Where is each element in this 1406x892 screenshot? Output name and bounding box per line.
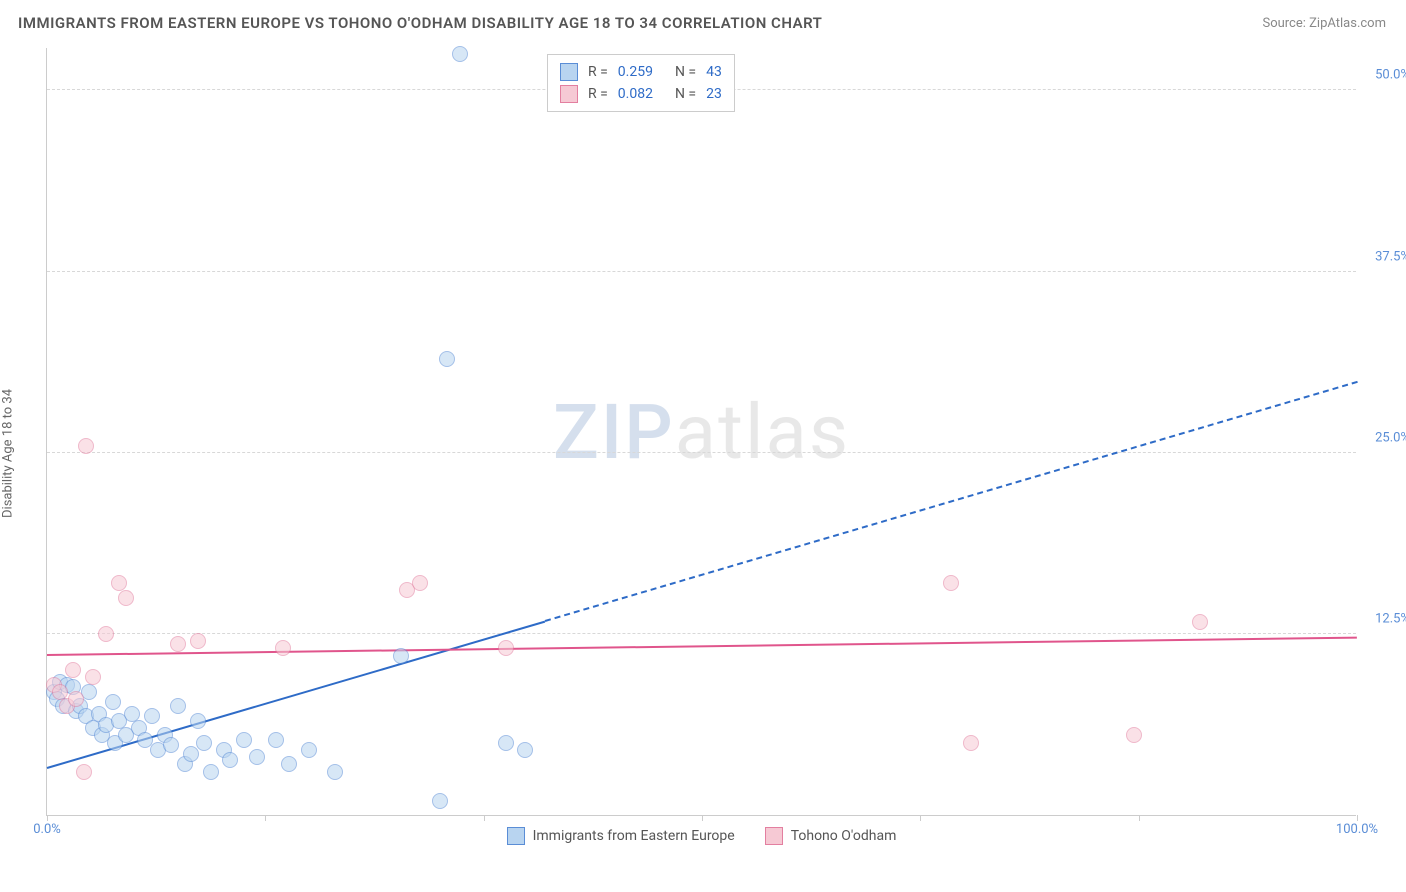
data-point [85, 669, 101, 685]
data-point [268, 732, 284, 748]
gridline [47, 271, 1356, 272]
data-point [163, 737, 179, 753]
data-point [498, 640, 514, 656]
legend-item: Immigrants from Eastern Europe [507, 827, 735, 845]
data-point [78, 438, 94, 454]
data-point [249, 749, 265, 765]
data-point [1192, 614, 1208, 630]
data-point [222, 752, 238, 768]
data-point [144, 708, 160, 724]
legend-item: Tohono O'odham [765, 827, 897, 845]
data-point [301, 742, 317, 758]
data-point [170, 636, 186, 652]
data-point [275, 640, 291, 656]
y-tick-label: 37.5% [1375, 249, 1406, 264]
data-point [517, 742, 533, 758]
correlation-legend: R = 0.259N = 43R = 0.082N = 23 [547, 54, 735, 112]
data-point [1126, 727, 1142, 743]
gridline [47, 452, 1356, 453]
x-tick-mark [1357, 815, 1358, 821]
watermark: ZIPatlas [553, 387, 850, 477]
data-point [105, 694, 121, 710]
gridline [47, 633, 1356, 634]
data-point [203, 764, 219, 780]
data-point [190, 713, 206, 729]
data-point [65, 662, 81, 678]
data-point [118, 590, 134, 606]
data-point [943, 575, 959, 591]
data-point [963, 735, 979, 751]
y-tick-label: 25.0% [1375, 430, 1406, 445]
data-point [68, 691, 84, 707]
source-label: Source: ZipAtlas.com [1262, 16, 1386, 31]
data-point [281, 756, 297, 772]
legend-row: R = 0.259N = 43 [560, 61, 722, 83]
data-point [170, 698, 186, 714]
data-point [393, 648, 409, 664]
x-tick-mark [47, 815, 48, 821]
legend-row: R = 0.082N = 23 [560, 83, 722, 105]
data-point [196, 735, 212, 751]
data-point [236, 732, 252, 748]
series-legend: Immigrants from Eastern Europe Tohono O'o… [47, 827, 1356, 845]
data-point [412, 575, 428, 591]
chart-title: IMMIGRANTS FROM EASTERN EUROPE VS TOHONO… [18, 14, 822, 32]
data-point [183, 746, 199, 762]
data-point [498, 735, 514, 751]
x-tick-mark [265, 815, 266, 821]
trend-line [47, 636, 1357, 655]
x-tick-mark [484, 815, 485, 821]
x-tick-mark [702, 815, 703, 821]
data-point [452, 46, 468, 62]
data-point [327, 764, 343, 780]
x-tick-mark [920, 815, 921, 821]
data-point [98, 626, 114, 642]
x-tick-mark [1139, 815, 1140, 821]
y-axis-label: Disability Age 18 to 34 [1, 389, 16, 518]
data-point [190, 633, 206, 649]
data-point [76, 764, 92, 780]
chart-area: ZIPatlas 12.5%25.0%37.5%50.0%0.0%100.0%R… [46, 48, 1356, 816]
y-tick-label: 50.0% [1375, 68, 1406, 83]
data-point [432, 793, 448, 809]
data-point [439, 351, 455, 367]
y-tick-label: 12.5% [1375, 611, 1406, 626]
